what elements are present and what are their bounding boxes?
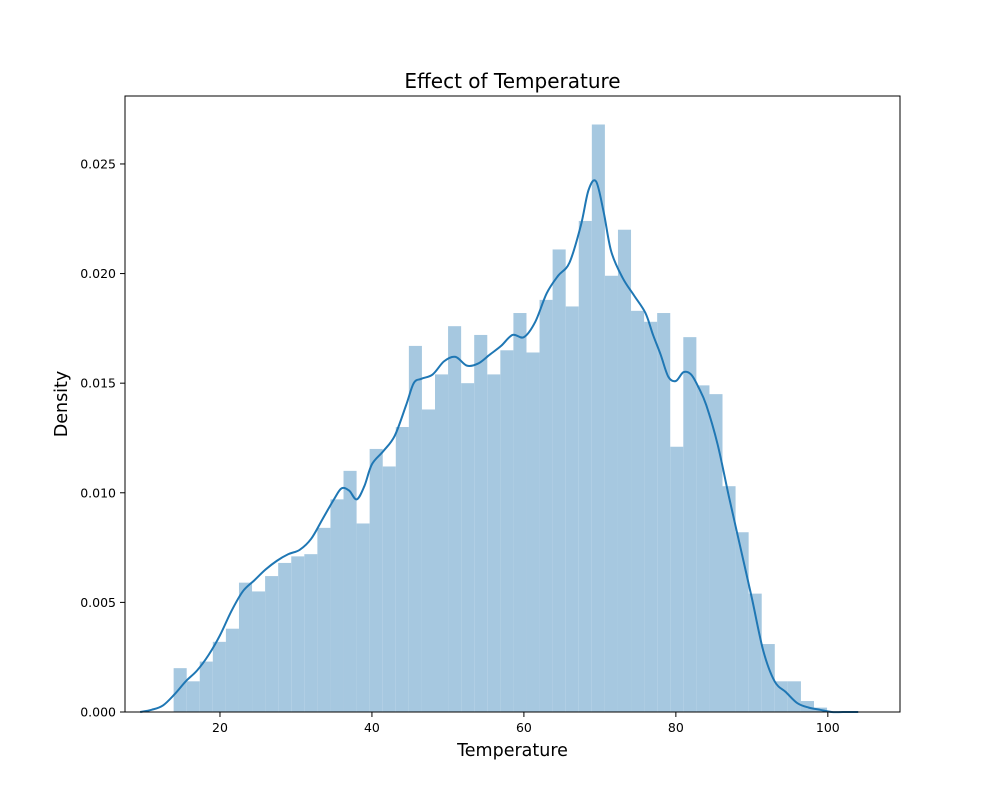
histogram-bar: [565, 306, 579, 712]
histogram-bar: [382, 466, 396, 712]
y-tick-label: 0.005: [80, 595, 116, 610]
histogram-bar: [186, 681, 200, 712]
x-tick-label: 20: [212, 720, 228, 735]
histogram-bar: [617, 229, 632, 713]
histogram-bar: [173, 668, 187, 712]
histogram-bar: [644, 321, 658, 712]
y-tick-label: 0.010: [80, 485, 116, 500]
histogram-bar: [735, 532, 749, 712]
histogram-bar: [578, 220, 592, 712]
histogram-bar: [774, 681, 788, 712]
histogram-bar: [225, 628, 239, 712]
x-axis-ticks: 20 40 60 80 100: [212, 712, 840, 735]
histogram-bar: [395, 427, 409, 712]
histogram-bar: [500, 350, 514, 712]
histogram-bar: [448, 326, 462, 712]
y-axis-title: Density: [52, 371, 72, 438]
histogram-bar: [696, 385, 710, 712]
histogram-bar: [722, 486, 736, 712]
histogram-bar: [761, 644, 775, 712]
x-tick-label: 100: [816, 720, 840, 735]
y-tick-label: 0.015: [80, 376, 116, 391]
chart-title: Effect of Temperature: [404, 69, 620, 93]
x-tick-label: 60: [516, 720, 532, 735]
histogram-bar: [539, 299, 553, 712]
histogram-bar: [474, 334, 488, 712]
histogram-bar: [408, 345, 422, 712]
histogram-bar: [369, 448, 383, 712]
histogram-bar: [238, 582, 253, 712]
histogram-bar: [304, 554, 318, 712]
histogram-bar: [291, 556, 305, 712]
x-axis-title: Temperature: [456, 741, 568, 761]
plot-area-frame: [124, 95, 901, 713]
y-tick-label: 0.000: [80, 705, 116, 720]
histogram-bar: [356, 523, 370, 712]
histogram-bar: [435, 374, 449, 712]
y-tick-label: 0.025: [80, 156, 116, 171]
histogram-bar: [212, 641, 226, 712]
histogram-bar: [252, 591, 266, 712]
histogram-bar: [709, 394, 723, 712]
histogram-bar: [670, 446, 684, 712]
histogram-bar: [317, 527, 331, 712]
histogram-bar: [631, 310, 645, 712]
histogram-bar: [604, 275, 618, 712]
histogram-bar: [657, 313, 671, 712]
histogram-bar: [199, 661, 213, 712]
histogram-bar: [513, 313, 527, 712]
x-tick-label: 80: [668, 720, 684, 735]
histogram-bar: [461, 383, 475, 712]
y-tick-label: 0.020: [80, 266, 116, 281]
histogram-bar: [278, 562, 292, 712]
histogram-bar: [330, 499, 344, 712]
histogram-bar: [526, 352, 540, 712]
histogram-bar: [748, 593, 762, 712]
histogram-bar: [683, 337, 697, 712]
histogram-bar: [265, 576, 279, 712]
histogram-bar: [591, 124, 605, 712]
histogram-bars: [173, 124, 828, 713]
histogram-bar: [487, 374, 501, 712]
histogram-bar: [421, 409, 435, 712]
kde-density-line: [140, 179, 859, 714]
histogram-bar: [343, 470, 357, 712]
histogram-bar: [552, 249, 566, 712]
x-tick-label: 40: [364, 720, 380, 735]
y-axis-ticks: 0.000 0.005 0.010 0.015 0.020 0.025: [80, 156, 125, 720]
